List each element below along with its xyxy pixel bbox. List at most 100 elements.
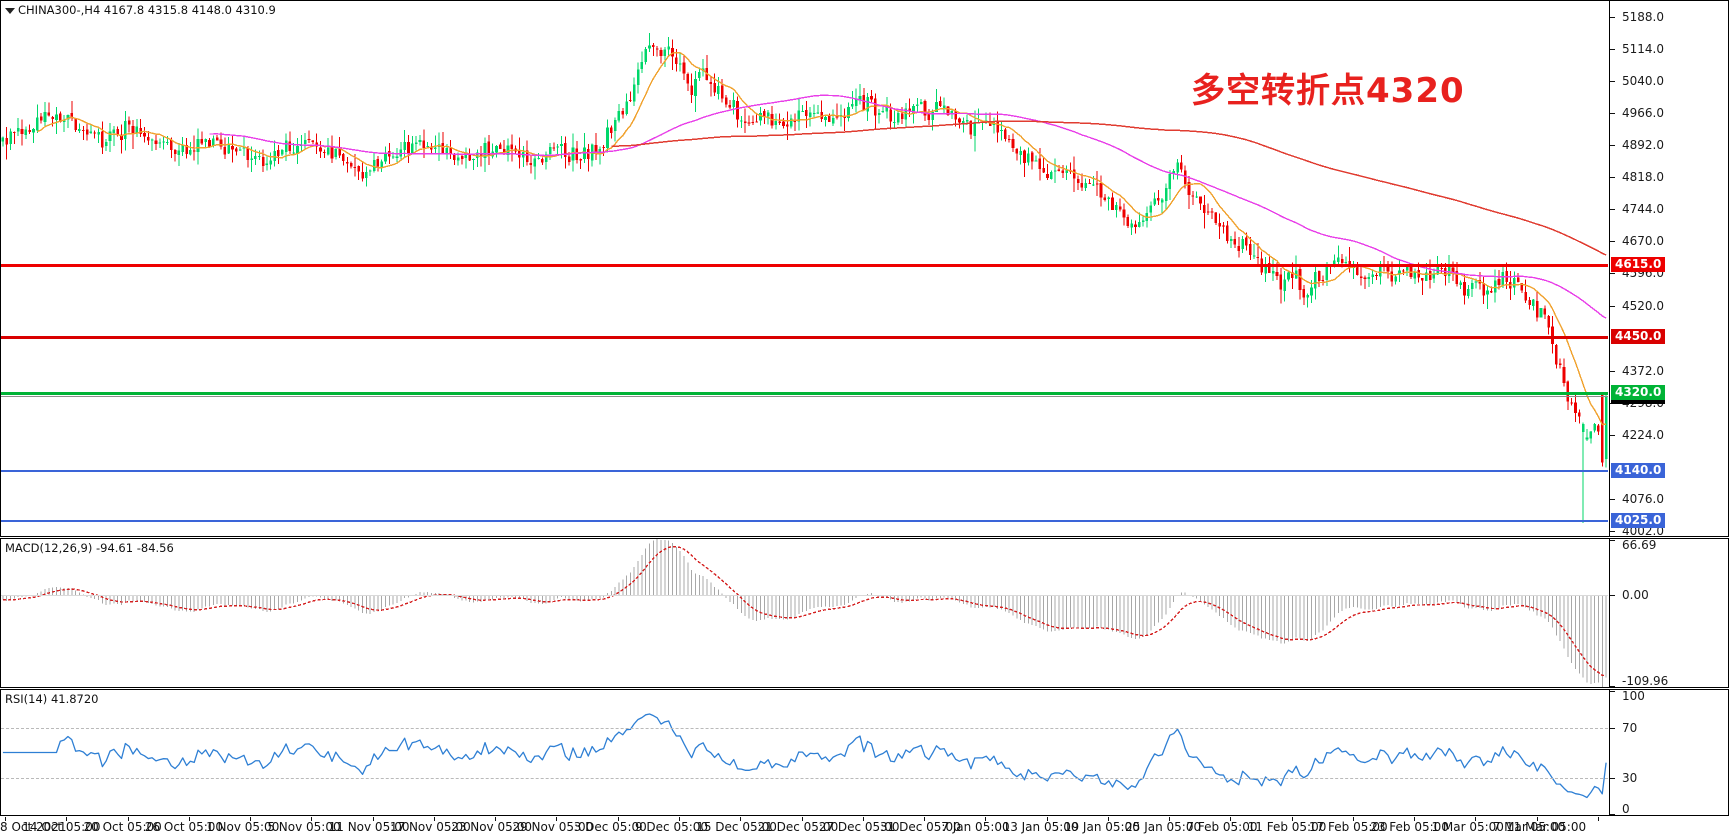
- time-tickmark: [1291, 817, 1293, 821]
- macd-axis-tick: 0.00: [1622, 587, 1649, 602]
- axis-tickmark: [1610, 594, 1615, 596]
- axis-tickmark: [1610, 81, 1615, 83]
- rsi-axis-tick: 100: [1622, 689, 1645, 703]
- time-axis-label: 9 Dec 05:00: [634, 820, 709, 834]
- axis-tickmark: [1610, 273, 1615, 275]
- chart-annotation-text: 多空转折点4320: [1191, 71, 1465, 111]
- time-tickmark: [556, 817, 558, 821]
- time-axis-label: 11 Feb 05:00: [1247, 820, 1327, 834]
- time-axis-label: 25 Jan 05:00: [1125, 820, 1202, 834]
- time-axis-label: 7 Jan 05:00: [941, 820, 1010, 834]
- macd-plot-area[interactable]: [1, 539, 1608, 687]
- axis-tickmark: [1610, 306, 1615, 308]
- time-axis-label: 27 Dec 05:00: [818, 820, 900, 834]
- time-tickmark: [862, 817, 864, 821]
- price-axis-tick: 5114.0: [1622, 42, 1664, 57]
- time-tickmark: [66, 817, 68, 821]
- axis-tickmark: [1610, 540, 1615, 541]
- time-axis-label: 1 Mar 05:00: [1431, 820, 1504, 834]
- axis-tickmark: [1610, 498, 1615, 500]
- time-axis-label: 7 Feb 05:00: [1186, 820, 1258, 834]
- time-tickmark: [127, 817, 129, 821]
- axis-tickmark: [1610, 209, 1615, 211]
- rsi-panel[interactable]: 100 70 30 0: [0, 689, 1729, 816]
- macd-zero-line: [1, 594, 1608, 596]
- axis-tickmark: [1610, 145, 1615, 147]
- time-tickmark: [740, 817, 742, 821]
- time-axis-label: 11 Nov 05:00: [328, 820, 410, 834]
- price-level-tag-4450-0[interactable]: 4450.0: [1611, 328, 1666, 344]
- price-level-tag-4025-0[interactable]: 4025.0: [1611, 512, 1666, 528]
- price-level-tag-4140-0[interactable]: 4140.0: [1611, 463, 1666, 479]
- time-tickmark: [1536, 817, 1538, 821]
- time-axis-label: 23 Feb 05:00: [1370, 820, 1449, 834]
- time-axis-label: 7 Mar 05:00: [1492, 820, 1566, 834]
- time-tickmark: [1475, 817, 1477, 821]
- price-axis-tick: 4372.0: [1622, 363, 1664, 378]
- axis-tickmark: [1610, 177, 1615, 179]
- triangle-down-icon[interactable]: [5, 8, 15, 14]
- rsi-axis-tick: 70: [1622, 720, 1638, 735]
- time-tickmark: [617, 817, 619, 821]
- time-tickmark: [372, 817, 374, 821]
- time-tickmark: [1598, 817, 1599, 821]
- price-axis-tick: 4076.0: [1622, 491, 1664, 506]
- price-axis-tick: 4670.0: [1622, 234, 1664, 249]
- time-axis-label: 14 Oct 05:00: [22, 820, 101, 834]
- time-tickmark: [1046, 817, 1048, 821]
- price-axis-tick: 5040.0: [1622, 74, 1664, 89]
- macd-panel[interactable]: 66.69 0.00 -109.96: [0, 538, 1729, 688]
- price-axis-tick: 4520.0: [1622, 299, 1664, 314]
- time-tickmark: [433, 817, 435, 821]
- axis-tickmark: [1610, 727, 1615, 729]
- time-tickmark: [311, 817, 313, 821]
- macd-axis-tick: 66.69: [1622, 538, 1657, 552]
- symbol-ohlc-label: CHINA300-,H4 4167.8 4315.8 4148.0 4310.9: [18, 3, 276, 17]
- axis-tickmark: [1610, 686, 1615, 687]
- axis-tickmark: [1610, 49, 1615, 51]
- time-axis-label: 31 Dec 05:00: [880, 820, 961, 834]
- axis-tickmark: [1610, 113, 1615, 115]
- price-plot-area[interactable]: [1, 1, 1608, 536]
- price-level-line-4450-0[interactable]: [1, 335, 1608, 339]
- price-header: CHINA300-,H4 4167.8 4315.8 4148.0 4310.9: [18, 3, 276, 17]
- time-tickmark: [985, 817, 987, 821]
- macd-title: MACD(12,26,9) -94.61 -84.56: [5, 541, 174, 555]
- time-axis[interactable]: 8 Oct 2021 14 Oct 05:00 20 Oct 05:00 26 Oct…: [0, 817, 1729, 839]
- axis-tickmark: [1610, 814, 1615, 815]
- time-tickmark: [5, 817, 6, 821]
- axis-tickmark: [1610, 530, 1615, 532]
- price-axis-tick: 4966.0: [1622, 106, 1664, 121]
- time-axis-label: 13 Jan 05:00: [1002, 820, 1079, 834]
- price-level-tag-4615-0[interactable]: 4615.0: [1611, 257, 1666, 273]
- macd-axis[interactable]: 66.69 0.00 -109.96: [1609, 539, 1729, 687]
- macd-axis-tick: -109.96: [1622, 674, 1669, 688]
- price-axis-tick: 5188.0: [1622, 10, 1664, 25]
- time-axis-label: 23 Nov 05:00: [451, 820, 533, 834]
- time-tickmark: [495, 817, 497, 821]
- price-panel[interactable]: 5188.0 5114.0 5040.0 4966.0 4892.0 4818.0 4744…: [0, 0, 1729, 537]
- price-level-line-4320-0[interactable]: [1, 392, 1608, 396]
- price-axis[interactable]: 5188.0 5114.0 5040.0 4966.0 4892.0 4818.0 4744…: [1609, 1, 1729, 537]
- rsi-axis[interactable]: 100 70 30 0: [1609, 690, 1729, 815]
- axis-tickmark: [1610, 434, 1615, 436]
- time-tickmark: [678, 817, 680, 821]
- time-tickmark: [188, 817, 190, 821]
- axis-tickmark: [1610, 777, 1615, 779]
- time-axis-label: 5 Nov 05:00: [267, 820, 341, 834]
- time-axis-label: 1 Nov 05:00: [206, 820, 280, 834]
- rsi-band-70: [1, 727, 1608, 729]
- price-level-tag-4320-0[interactable]: 4320.0: [1611, 385, 1666, 401]
- time-tickmark: [1107, 817, 1109, 821]
- time-tickmark: [924, 817, 926, 821]
- price-axis-tick: 4892.0: [1622, 138, 1664, 153]
- rsi-plot-area[interactable]: [1, 690, 1608, 815]
- time-axis-label: 17 Feb 05:00: [1308, 820, 1388, 834]
- price-level-line-4615-0[interactable]: [1, 264, 1608, 268]
- price-level-line-4025-0[interactable]: [1, 519, 1608, 522]
- rsi-axis-tick: 30: [1622, 770, 1638, 785]
- price-level-line-4140-0[interactable]: [1, 470, 1608, 473]
- time-axis-label: 15 Dec 05:00: [696, 820, 777, 834]
- time-tickmark: [1169, 817, 1171, 821]
